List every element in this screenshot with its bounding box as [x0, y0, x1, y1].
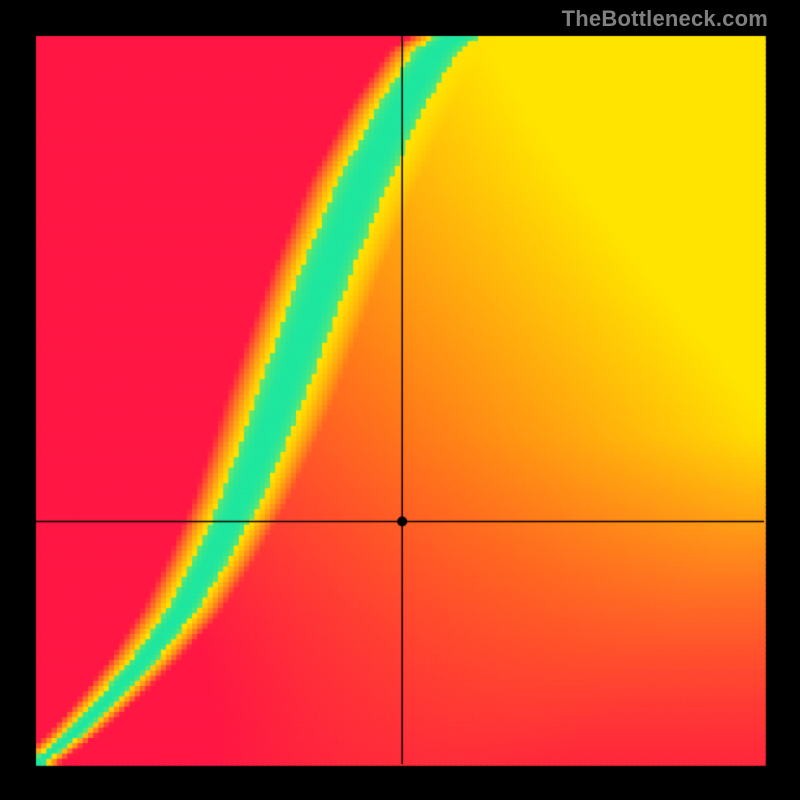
chart-container: { "watermark": { "text": "TheBottleneck.…	[0, 0, 800, 800]
watermark-text: TheBottleneck.com	[562, 6, 768, 32]
heatmap-canvas	[0, 0, 800, 800]
